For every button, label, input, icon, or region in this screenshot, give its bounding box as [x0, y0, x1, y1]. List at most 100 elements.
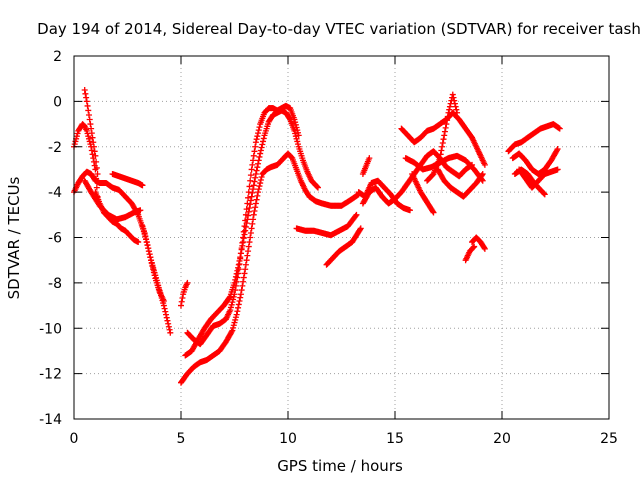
data-point	[430, 209, 437, 216]
data-point	[240, 228, 247, 235]
data-point	[234, 308, 241, 315]
data-point	[235, 304, 242, 311]
data-point	[250, 182, 257, 189]
data-point	[146, 251, 153, 258]
series-sat-y	[509, 146, 561, 177]
data-point	[239, 282, 246, 289]
data-point	[250, 186, 257, 193]
data-point	[258, 144, 265, 151]
series-sat-e	[81, 177, 144, 223]
data-point	[357, 226, 364, 233]
data-point	[167, 329, 174, 336]
data-point	[248, 225, 255, 232]
data-point	[255, 157, 262, 164]
data-point	[86, 116, 93, 123]
data-point	[251, 178, 258, 185]
data-point	[94, 170, 101, 177]
data-point	[239, 239, 246, 246]
data-point	[251, 208, 258, 215]
data-point	[143, 239, 150, 246]
data-point	[85, 107, 92, 114]
data-point	[145, 248, 152, 255]
data-point	[93, 158, 100, 165]
data-point	[150, 269, 157, 276]
data-point	[252, 170, 259, 177]
y-tick-label: -4	[48, 185, 62, 201]
data-point	[255, 130, 262, 137]
data-point	[92, 152, 99, 159]
data-point	[247, 229, 254, 236]
data-point	[235, 266, 242, 273]
data-point	[252, 200, 259, 207]
data-point	[450, 94, 457, 101]
series-sat-c	[81, 87, 101, 177]
series-sat-w	[462, 243, 478, 264]
data-point	[238, 245, 245, 252]
data-point	[147, 254, 154, 261]
data-point	[88, 147, 95, 154]
data-point	[233, 278, 240, 285]
data-point	[255, 186, 262, 193]
data-point	[253, 136, 260, 143]
data-point	[357, 225, 364, 232]
data-point	[436, 155, 443, 162]
data-point	[255, 189, 262, 196]
data-point	[250, 157, 257, 164]
data-point	[163, 311, 170, 318]
data-point	[254, 192, 261, 199]
data-point	[139, 182, 146, 189]
data-point	[135, 239, 142, 246]
data-point	[442, 124, 449, 131]
data-point	[257, 150, 264, 157]
data-point	[247, 172, 254, 179]
data-point	[237, 250, 244, 257]
data-point	[247, 177, 254, 184]
y-tick-label: -2	[48, 140, 62, 156]
data-point	[259, 141, 266, 148]
data-point	[443, 121, 450, 128]
data-point	[256, 153, 263, 160]
axis-ticks	[73, 55, 610, 420]
data-point	[260, 138, 267, 145]
x-tick-label: 5	[177, 431, 186, 447]
data-point	[84, 102, 91, 109]
data-point	[91, 148, 98, 155]
data-point	[250, 216, 257, 223]
data-point	[235, 270, 242, 277]
series-sat-h	[178, 150, 362, 386]
data-point	[245, 243, 252, 250]
data-point	[93, 175, 100, 182]
data-point	[232, 287, 239, 294]
data-point	[85, 111, 92, 118]
data-point	[240, 274, 247, 281]
y-tick-label: -10	[39, 321, 62, 337]
data-point	[88, 130, 95, 137]
data-point	[243, 257, 250, 264]
data-point	[256, 124, 263, 131]
data-point	[184, 279, 191, 286]
data-point	[231, 291, 238, 298]
data-point	[148, 257, 155, 264]
data-point	[451, 97, 458, 104]
data-point	[439, 139, 446, 146]
data-point	[252, 139, 259, 146]
data-point	[166, 326, 173, 333]
data-point	[286, 115, 293, 122]
x-axis-label: GPS time / hours	[277, 457, 403, 475]
data-point	[249, 220, 256, 227]
data-point	[236, 298, 243, 305]
data-point	[406, 207, 413, 214]
data-point	[248, 193, 255, 200]
data-point	[471, 243, 478, 250]
data-point	[240, 235, 247, 242]
data-point	[444, 113, 451, 120]
data-point	[479, 171, 486, 178]
series-sat-g	[139, 223, 167, 305]
data-point	[314, 183, 321, 190]
data-point	[250, 152, 257, 159]
data-point	[165, 323, 172, 330]
data-point	[178, 302, 184, 309]
data-point	[453, 106, 460, 113]
